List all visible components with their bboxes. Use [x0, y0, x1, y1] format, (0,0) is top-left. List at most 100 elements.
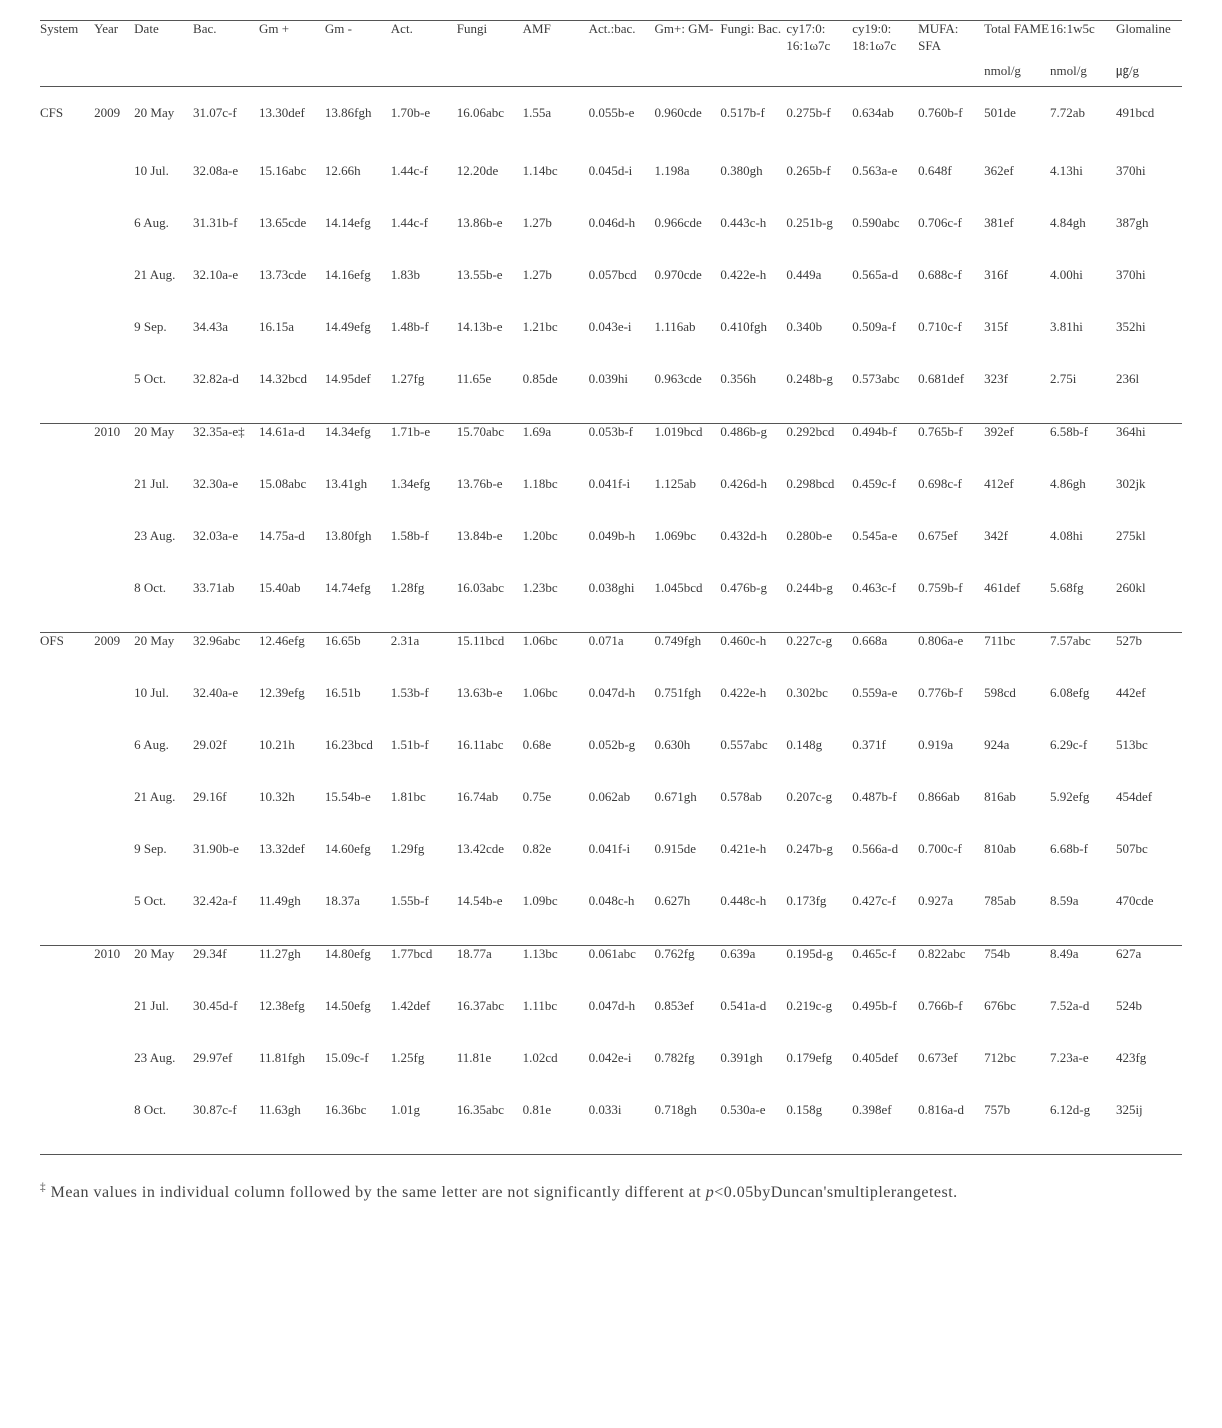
- col-header: Gm +: [259, 21, 325, 61]
- cell-value: 0.545a-e: [852, 528, 918, 580]
- cell-value: 0.038ghi: [589, 580, 655, 633]
- col-header: cy17:0: 16:1ω7c: [786, 21, 852, 61]
- cell-value: 2.31a: [391, 632, 457, 685]
- cell-value: 0.275b-f: [786, 86, 852, 163]
- cell-value: 2.75i: [1050, 371, 1116, 424]
- cell-value: 13.55b-e: [457, 267, 523, 319]
- cell-value: 12.39efg: [259, 685, 325, 737]
- footnote: ‡ Mean values in individual column follo…: [40, 1175, 1182, 1210]
- cell-value: 711bc: [984, 632, 1050, 685]
- col-unit: [193, 61, 259, 86]
- cell-year: 2010: [94, 945, 134, 998]
- cell-value: 0.219c-g: [786, 998, 852, 1050]
- cell-value: 4.08hi: [1050, 528, 1116, 580]
- cell-date: 8 Oct.: [134, 580, 193, 633]
- cell-value: 0.057bcd: [589, 267, 655, 319]
- cell-value: 0.517b-f: [720, 86, 786, 163]
- cell-value: 13.73cde: [259, 267, 325, 319]
- cell-value: 32.08a-e: [193, 163, 259, 215]
- cell-value: 11.27gh: [259, 945, 325, 998]
- cell-value: 1.28fg: [391, 580, 457, 633]
- cell-value: 0.448c-h: [720, 893, 786, 946]
- cell-value: 1.019bcd: [654, 423, 720, 476]
- cell-year: [94, 267, 134, 319]
- cell-value: 370hi: [1116, 163, 1182, 215]
- cell-value: 15.16abc: [259, 163, 325, 215]
- cell-system: [40, 163, 94, 215]
- cell-value: 11.63gh: [259, 1102, 325, 1155]
- cell-system: [40, 319, 94, 371]
- cell-value: 0.853ef: [654, 998, 720, 1050]
- cell-value: 0.681def: [918, 371, 984, 424]
- cell-value: 0.449a: [786, 267, 852, 319]
- cell-value: 0.247b-g: [786, 841, 852, 893]
- cell-value: 1.06bc: [523, 685, 589, 737]
- cell-value: 0.776b-f: [918, 685, 984, 737]
- cell-value: 0.432d-h: [720, 528, 786, 580]
- cell-value: 32.96abc: [193, 632, 259, 685]
- cell-value: 1.01g: [391, 1102, 457, 1155]
- cell-value: 32.35a-e‡: [193, 423, 259, 476]
- cell-value: 4.86gh: [1050, 476, 1116, 528]
- cell-value: 0.627h: [654, 893, 720, 946]
- cell-date: 21 Aug.: [134, 267, 193, 319]
- cell-value: 13.76b-e: [457, 476, 523, 528]
- cell-value: 0.371f: [852, 737, 918, 789]
- cell-system: [40, 1102, 94, 1155]
- col-header: Act.:bac.: [589, 21, 655, 61]
- cell-value: 0.422e-h: [720, 685, 786, 737]
- table-row: 5 Oct.32.82a-d14.32bcd14.95def1.27fg11.6…: [40, 371, 1182, 424]
- cell-year: [94, 1102, 134, 1155]
- cell-value: 0.559a-e: [852, 685, 918, 737]
- cell-value: 1.21bc: [523, 319, 589, 371]
- cell-value: 236l: [1116, 371, 1182, 424]
- table-row: 10 Jul.32.08a-e15.16abc12.66h1.44c-f12.2…: [40, 163, 1182, 215]
- cell-value: 0.340b: [786, 319, 852, 371]
- cell-system: [40, 476, 94, 528]
- col-header: Fungi: [457, 21, 523, 61]
- cell-value: 0.071a: [589, 632, 655, 685]
- cell-year: [94, 371, 134, 424]
- cell-value: 0.421e-h: [720, 841, 786, 893]
- cell-date: 23 Aug.: [134, 1050, 193, 1102]
- cell-value: 1.125ab: [654, 476, 720, 528]
- cell-value: 1.53b-f: [391, 685, 457, 737]
- cell-value: 0.422e-h: [720, 267, 786, 319]
- cell-system: [40, 423, 94, 476]
- cell-value: 412ef: [984, 476, 1050, 528]
- footnote-text-b: <0.05byDuncan'smultiplerangetest.: [714, 1184, 957, 1201]
- cell-date: 6 Aug.: [134, 737, 193, 789]
- cell-date: 5 Oct.: [134, 371, 193, 424]
- col-unit: [852, 61, 918, 86]
- cell-value: 1.42def: [391, 998, 457, 1050]
- cell-value: 0.698c-f: [918, 476, 984, 528]
- cell-date: 9 Sep.: [134, 841, 193, 893]
- cell-value: 352hi: [1116, 319, 1182, 371]
- cell-value: 32.82a-d: [193, 371, 259, 424]
- cell-value: 32.03a-e: [193, 528, 259, 580]
- cell-value: 0.765b-f: [918, 423, 984, 476]
- cell-value: 16.74ab: [457, 789, 523, 841]
- cell-value: 1.27fg: [391, 371, 457, 424]
- header-row-main: SystemYearDateBac.Gm +Gm -Act.FungiAMFAc…: [40, 21, 1182, 61]
- cell-value: 14.14efg: [325, 215, 391, 267]
- cell-value: 16.03abc: [457, 580, 523, 633]
- col-unit: [259, 61, 325, 86]
- cell-value: 0.915de: [654, 841, 720, 893]
- col-header: Date: [134, 21, 193, 61]
- cell-year: [94, 476, 134, 528]
- cell-year: [94, 215, 134, 267]
- cell-value: 11.49gh: [259, 893, 325, 946]
- cell-value: 0.410fgh: [720, 319, 786, 371]
- cell-value: 16.65b: [325, 632, 391, 685]
- cell-value: 524b: [1116, 998, 1182, 1050]
- col-unit: [720, 61, 786, 86]
- cell-system: [40, 267, 94, 319]
- cell-value: 14.60efg: [325, 841, 391, 893]
- cell-value: 16.15a: [259, 319, 325, 371]
- cell-system: [40, 1050, 94, 1102]
- cell-value: 32.40a-e: [193, 685, 259, 737]
- cell-year: [94, 737, 134, 789]
- cell-value: 14.75a-d: [259, 528, 325, 580]
- cell-value: 0.048c-h: [589, 893, 655, 946]
